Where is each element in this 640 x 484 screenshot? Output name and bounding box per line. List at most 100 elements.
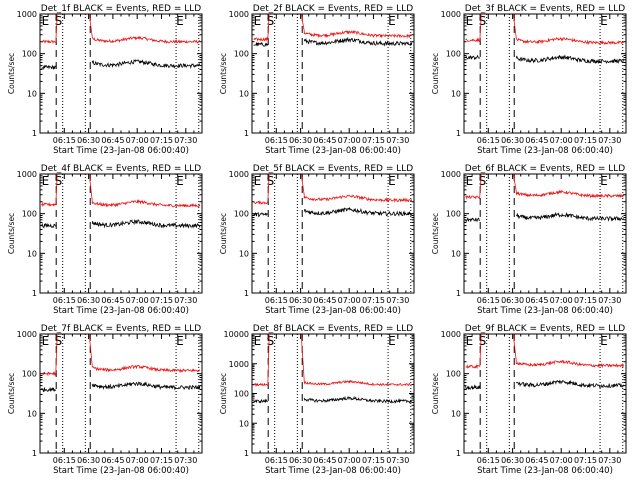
series-lld-line — [41, 13, 200, 44]
y-axis-label: Counts/sec — [219, 213, 228, 254]
y-tick-label: 10 — [239, 89, 249, 98]
x-axis-label: Start Time (23-Jan-08 06:00:40) — [265, 146, 401, 156]
y-tick-label: 10 — [451, 89, 461, 98]
series-lld-line — [253, 13, 412, 42]
x-axis-label: Start Time (23-Jan-08 06:00:40) — [477, 306, 613, 316]
marker-e-end: E — [600, 174, 608, 188]
marker-s: S — [55, 174, 63, 188]
x-tick-label: 06:45 — [313, 296, 336, 305]
chart-title: Det_5f BLACK = Events, RED = LLD — [253, 164, 413, 174]
marker-e-end: E — [388, 14, 396, 28]
marker-e-start: E — [42, 174, 50, 188]
x-tick-label: 07:30 — [386, 456, 409, 465]
x-tick-label: 07:00 — [338, 296, 361, 305]
plot-frame — [251, 173, 415, 294]
x-tick-label: 07:15 — [362, 296, 385, 305]
marker-e-end: E — [388, 174, 396, 188]
series-lld-line — [465, 333, 625, 370]
plot-frame — [463, 13, 627, 134]
marker-e-start: E — [466, 174, 474, 188]
y-tick-label: 1000 — [17, 330, 37, 339]
x-axis-label: Start Time (23-Jan-08 06:00:40) — [477, 146, 613, 156]
chart-panel-1: Det_1f BLACK = Events, RED = LLD 1 10 100 10… — [7, 4, 203, 156]
chart-panel-4: Det_4f BLACK = Events, RED = LLD 1 10 100 10… — [7, 164, 203, 316]
series-lld-line — [465, 173, 625, 200]
plot-frame — [251, 333, 415, 454]
chart-title: Det_9f BLACK = Events, RED = LLD — [465, 324, 625, 334]
x-tick-label: 07:15 — [574, 456, 597, 465]
marker-e-end: E — [176, 174, 184, 188]
marker-e-end: E — [600, 14, 608, 28]
marker-s: S — [267, 14, 275, 28]
series-lld-line — [465, 13, 625, 45]
y-axis-label: Counts/sec — [219, 373, 228, 414]
x-tick-label: 07:30 — [174, 136, 197, 145]
x-tick-label: 07:15 — [362, 136, 385, 145]
x-tick-label: 06:15 — [265, 456, 288, 465]
marker-e-start: E — [254, 334, 262, 348]
x-tick-label: 07:15 — [150, 296, 173, 305]
chart-title: Det_3f BLACK = Events, RED = LLD — [465, 4, 625, 14]
marker-e-start: E — [42, 14, 50, 28]
y-axis-label: Counts/sec — [431, 53, 440, 94]
series-events-line — [41, 59, 201, 70]
x-tick-label: 07:30 — [386, 296, 409, 305]
x-tick-label: 07:00 — [126, 456, 149, 465]
series-lld-line — [253, 173, 413, 205]
y-tick-label: 1 — [456, 129, 461, 138]
x-tick-label: 06:30 — [77, 296, 100, 305]
x-tick-label: 07:00 — [550, 296, 573, 305]
chart-panel-2: Det_2f BLACK = Events, RED = LLD 1 10 100 10… — [219, 4, 415, 156]
x-tick-label: 06:30 — [289, 136, 312, 145]
chart-title: Det_8f BLACK = Events, RED = LLD — [253, 324, 413, 334]
x-tick-label: 07:30 — [598, 456, 621, 465]
x-tick-label: 06:30 — [77, 456, 100, 465]
y-tick-label: 1 — [32, 129, 37, 138]
y-tick-label: 10 — [27, 409, 37, 418]
chart-panel-3: Det_3f BLACK = Events, RED = LLD 1 10 100 10… — [431, 4, 627, 156]
chart-panel-9: Det_9f BLACK = Events, RED = LLD 1 10 100 10… — [431, 324, 627, 476]
x-axis-label: Start Time (23-Jan-08 06:00:40) — [265, 466, 401, 476]
x-tick-label: 07:00 — [550, 136, 573, 145]
x-tick-label: 06:15 — [53, 456, 76, 465]
chart-panel-6: Det_6f BLACK = Events, RED = LLD 1 10 100 10… — [431, 164, 627, 316]
y-axis-label: Counts/sec — [7, 53, 16, 94]
x-axis-label: Start Time (23-Jan-08 06:00:40) — [53, 306, 189, 316]
y-tick-label: 100 — [22, 370, 37, 379]
chart-panel-8: Det_8f BLACK = Events, RED = LLD 1 10 100 10… — [219, 324, 415, 476]
series-events-line — [41, 381, 201, 393]
x-tick-label: 07:30 — [174, 456, 197, 465]
chart-title: Det_7f BLACK = Events, RED = LLD — [41, 324, 201, 334]
series-events-line — [465, 211, 625, 223]
x-tick-label: 06:15 — [265, 296, 288, 305]
y-axis-label: Counts/sec — [219, 53, 228, 94]
y-tick-label: 1000 — [17, 10, 37, 19]
x-tick-label: 06:30 — [501, 456, 524, 465]
marker-e-start: E — [42, 334, 50, 348]
x-tick-label: 07:00 — [338, 136, 361, 145]
y-axis-label: Counts/sec — [7, 373, 16, 414]
x-tick-label: 07:00 — [550, 456, 573, 465]
marker-s: S — [267, 174, 275, 188]
x-tick-label: 07:00 — [126, 136, 149, 145]
y-tick-label: 100 — [22, 50, 37, 59]
x-tick-label: 06:30 — [501, 136, 524, 145]
chart-title: Det_6f BLACK = Events, RED = LLD — [465, 164, 625, 174]
marker-s: S — [479, 174, 487, 188]
marker-s: S — [55, 334, 63, 348]
marker-e-end: E — [600, 334, 608, 348]
y-tick-label: 100 — [22, 210, 37, 219]
y-tick-label: 100 — [446, 50, 461, 59]
x-tick-label: 07:00 — [338, 456, 361, 465]
series-events-line — [253, 206, 413, 218]
x-tick-label: 07:15 — [574, 136, 597, 145]
series-lld-line — [41, 333, 201, 377]
y-tick-label: 1 — [244, 449, 249, 458]
y-tick-label: 1 — [456, 289, 461, 298]
y-tick-label: 100 — [446, 370, 461, 379]
marker-e-start: E — [254, 174, 262, 188]
y-tick-label: 1000 — [229, 360, 249, 369]
chart-title: Det_1f BLACK = Events, RED = LLD — [41, 4, 201, 14]
marker-e-start: E — [466, 334, 474, 348]
